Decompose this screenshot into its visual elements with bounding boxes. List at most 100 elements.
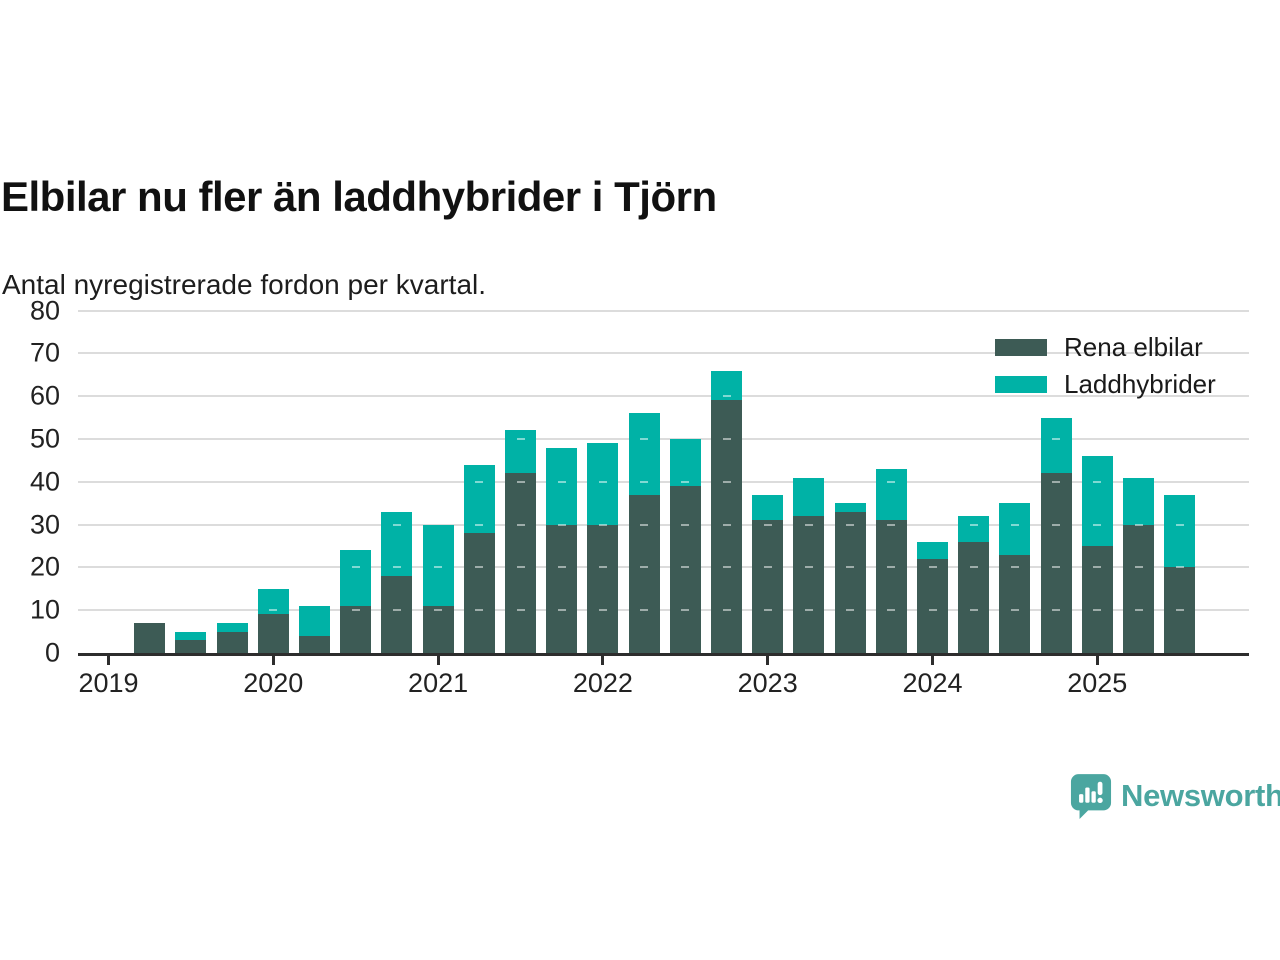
bar-gridline-dash <box>392 609 401 612</box>
y-axis-label: 40 <box>29 466 60 497</box>
bar-gridline-dash <box>763 609 772 612</box>
bar-segment-laddhybrider <box>463 464 495 534</box>
x-axis-label: 2025 <box>1067 668 1128 698</box>
bar-gridline-dash <box>1134 609 1143 612</box>
bar-gridline-dash <box>434 609 443 612</box>
bar-gridline-dash <box>516 609 525 612</box>
bar-gridline-dash <box>681 480 690 483</box>
bar-gridline-dash <box>475 480 484 483</box>
bar-segment-laddhybrider <box>299 605 330 636</box>
bar-gridline-dash <box>1052 609 1061 612</box>
bar-gridline-dash <box>722 438 731 440</box>
bar-segment-laddhybrider <box>216 623 248 632</box>
legend-item-rena-elbilar: Rena elbilar <box>995 334 1216 360</box>
bar-gridline-dash <box>1010 609 1019 612</box>
bar-gridline-dash <box>887 609 896 612</box>
bar-segment-laddhybrider <box>752 494 784 521</box>
bar-gridline-dash <box>557 609 566 612</box>
bar-segment-rena-elbilar <box>505 473 536 653</box>
bar-gridline-dash <box>969 609 978 612</box>
bar-gridline-dash <box>1134 566 1143 569</box>
x-axis-label: 2023 <box>737 668 798 698</box>
y-axis-label: 80 <box>29 295 60 326</box>
newsworthy-wordmark: Newsworthy <box>1121 777 1280 813</box>
x-axis-tick <box>271 656 275 665</box>
bar-segment-rena-elbilar <box>463 533 495 653</box>
bar-gridline-dash <box>1175 566 1184 569</box>
bar-gridline-dash <box>598 566 607 569</box>
gridline <box>78 480 1249 483</box>
y-axis-label: 20 <box>29 551 60 582</box>
bar-gridline-dash <box>557 480 566 483</box>
chart-title: Elbilar nu fler än laddhybrider i Tjörn <box>1 173 717 221</box>
bar-gridline-dash <box>846 523 855 526</box>
bar-gridline-dash <box>763 566 772 569</box>
bar-segment-rena-elbilar <box>1081 546 1113 653</box>
gridline <box>78 352 1249 355</box>
bar-gridline-dash <box>1010 566 1019 569</box>
gridline <box>78 395 1249 398</box>
bar-gridline-dash <box>598 480 607 483</box>
bar-gridline-dash <box>598 523 607 526</box>
bar-segment-laddhybrider <box>958 516 990 542</box>
bar-gridline-dash <box>846 609 855 612</box>
bar-segment-laddhybrider <box>422 524 454 606</box>
y-axis-label: 60 <box>29 380 60 411</box>
bar-gridline-dash <box>928 566 937 569</box>
bar-gridline-dash <box>640 480 649 483</box>
bar-gridline-dash <box>475 609 484 612</box>
bar-segment-rena-elbilar <box>381 575 413 653</box>
bar-gridline-dash <box>1010 523 1019 526</box>
x-axis-tick <box>766 656 770 665</box>
y-axis-label: 30 <box>29 509 60 540</box>
bar-gridline-dash <box>681 566 690 569</box>
x-axis-tick <box>1095 656 1099 665</box>
y-axis-label: 0 <box>44 637 60 668</box>
gridline <box>78 609 1249 612</box>
bar-segment-rena-elbilar <box>834 511 866 653</box>
bar-gridline-dash <box>434 566 443 569</box>
bar-gridline-dash <box>640 523 649 526</box>
bar-segment-laddhybrider <box>546 447 578 525</box>
x-axis-tick <box>931 656 934 665</box>
newsworthy-icon <box>1070 773 1112 821</box>
bar-gridline-dash <box>516 480 525 483</box>
bar-segment-rena-elbilar <box>793 516 825 653</box>
y-axis-label: 50 <box>29 423 60 454</box>
bar-gridline-dash <box>640 566 649 569</box>
bar-gridline-dash <box>557 566 566 569</box>
x-axis-tick <box>436 656 440 665</box>
bar-gridline-dash <box>887 523 896 526</box>
bar-gridline-dash <box>1052 566 1061 569</box>
newsworthy-logo[interactable]: Newsworthy <box>1070 773 1280 821</box>
bar-gridline-dash <box>763 523 772 526</box>
bar-segment-laddhybrider <box>793 477 825 517</box>
bar-gridline-dash <box>1175 609 1184 612</box>
x-axis-label: 2021 <box>408 668 469 698</box>
x-axis-label: 2024 <box>902 668 963 698</box>
bar-gridline-dash <box>804 523 813 526</box>
bar-gridline-dash <box>722 523 731 526</box>
bar-gridline-dash <box>475 566 484 569</box>
bar-segment-rena-elbilar <box>175 640 207 653</box>
bar-segment-rena-elbilar <box>422 605 454 653</box>
bar-gridline-dash <box>516 438 525 440</box>
bar-segment-rena-elbilar <box>1040 473 1072 653</box>
bar-segment-rena-elbilar <box>587 524 619 653</box>
bar-segment-rena-elbilar <box>752 520 784 653</box>
x-axis-label: 2022 <box>572 668 633 698</box>
gridline <box>78 523 1249 526</box>
bar-gridline-dash <box>887 566 896 569</box>
bar-segment-rena-elbilar <box>669 486 701 653</box>
bar-segment-laddhybrider <box>875 468 907 521</box>
bar-gridline-dash <box>681 609 690 612</box>
y-axis-label: 70 <box>29 337 60 368</box>
bar-segment-laddhybrider <box>999 503 1031 555</box>
bar-segment-laddhybrider <box>1081 456 1113 546</box>
x-axis-label: 2019 <box>78 668 139 698</box>
bar-gridline-dash <box>392 566 401 569</box>
bar-segment-rena-elbilar <box>958 541 990 653</box>
bar-gridline-dash <box>969 523 978 526</box>
bar-segment-laddhybrider <box>505 430 536 474</box>
